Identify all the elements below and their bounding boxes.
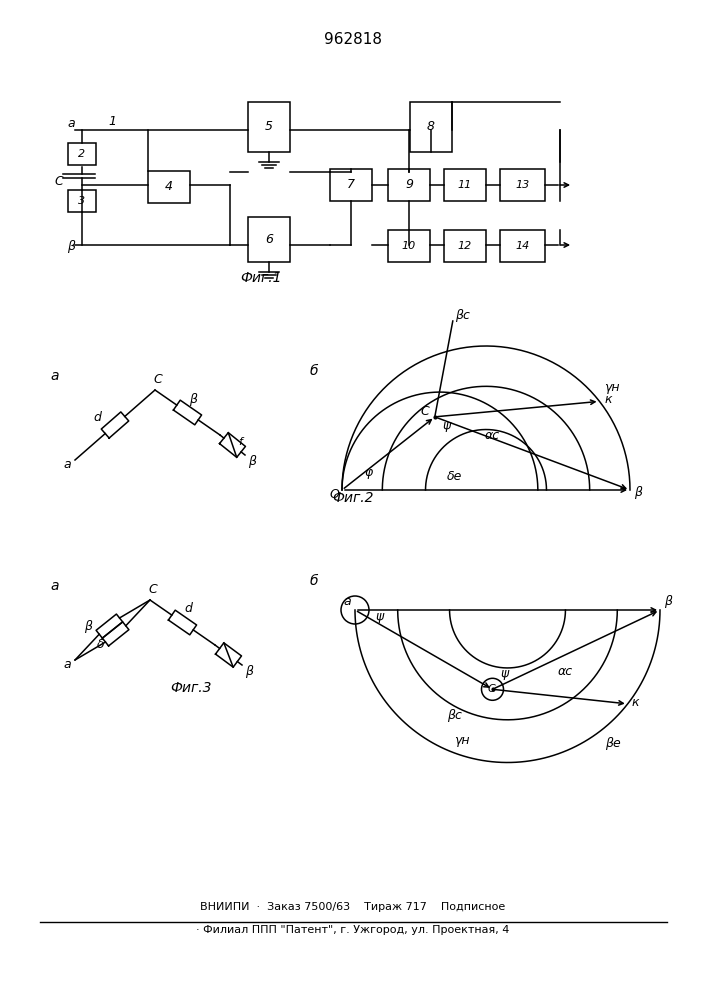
FancyBboxPatch shape <box>388 230 430 262</box>
FancyBboxPatch shape <box>248 217 290 262</box>
FancyBboxPatch shape <box>248 102 290 152</box>
Text: a: a <box>50 369 59 383</box>
Text: β: β <box>245 665 253 678</box>
Text: a: a <box>63 658 71 671</box>
Text: 13: 13 <box>515 180 530 190</box>
Text: Фиг.3: Фиг.3 <box>170 681 211 695</box>
FancyBboxPatch shape <box>500 230 545 262</box>
Text: β: β <box>248 455 256 468</box>
Text: к: к <box>631 696 639 709</box>
Text: a: a <box>63 458 71 471</box>
Text: Фиг.1: Фиг.1 <box>240 271 281 285</box>
Text: γн: γн <box>604 381 620 394</box>
Text: б: б <box>310 574 318 588</box>
FancyBboxPatch shape <box>500 169 545 201</box>
Text: C: C <box>148 583 157 596</box>
Text: a: a <box>343 595 351 608</box>
Text: C: C <box>488 684 495 694</box>
Text: φ: φ <box>364 466 373 479</box>
FancyBboxPatch shape <box>68 143 96 165</box>
Text: β: β <box>189 392 197 406</box>
Text: 1: 1 <box>108 115 116 128</box>
Text: C: C <box>421 405 430 418</box>
FancyBboxPatch shape <box>444 169 486 201</box>
Text: 8: 8 <box>427 120 435 133</box>
Text: β: β <box>634 486 642 499</box>
Text: 12: 12 <box>458 241 472 251</box>
Text: ψ: ψ <box>375 610 383 623</box>
Text: 962818: 962818 <box>324 32 382 47</box>
Text: ψ: ψ <box>443 419 451 432</box>
Text: 9: 9 <box>405 178 413 192</box>
Text: 7: 7 <box>347 178 355 192</box>
Text: O: O <box>330 488 340 501</box>
Text: 2: 2 <box>78 149 86 159</box>
Text: d: d <box>185 602 192 615</box>
Text: 3: 3 <box>78 196 86 206</box>
FancyBboxPatch shape <box>68 190 96 212</box>
Text: 5: 5 <box>265 120 273 133</box>
FancyBboxPatch shape <box>444 230 486 262</box>
Text: γн: γн <box>454 734 469 747</box>
Text: β: β <box>84 620 92 633</box>
Text: C: C <box>54 175 63 188</box>
Text: C: C <box>153 373 162 386</box>
Text: βc: βc <box>448 709 462 722</box>
Text: · Филиал ППП "Патент", г. Ужгород, ул. Проектная, 4: · Филиал ППП "Патент", г. Ужгород, ул. П… <box>197 925 510 935</box>
Text: б: б <box>310 364 318 378</box>
Text: Фиг.2: Фиг.2 <box>332 491 373 505</box>
Text: δe: δe <box>447 470 462 483</box>
Text: β: β <box>67 240 75 253</box>
Text: 10: 10 <box>402 241 416 251</box>
FancyBboxPatch shape <box>410 102 452 152</box>
Text: 4: 4 <box>165 180 173 194</box>
FancyBboxPatch shape <box>148 171 190 203</box>
Text: βe: βe <box>605 738 621 750</box>
FancyBboxPatch shape <box>388 169 430 201</box>
Text: 11: 11 <box>458 180 472 190</box>
Text: a: a <box>67 117 75 130</box>
Text: к: к <box>604 393 612 406</box>
Text: αc: αc <box>485 429 500 442</box>
Text: αc: αc <box>558 665 573 678</box>
Text: βc: βc <box>455 309 469 322</box>
FancyBboxPatch shape <box>330 169 372 201</box>
Text: ψ: ψ <box>501 667 509 680</box>
Text: δ: δ <box>97 638 105 651</box>
Text: a: a <box>50 579 59 593</box>
Text: d: d <box>93 411 101 424</box>
Text: f: f <box>238 437 242 447</box>
Text: 14: 14 <box>515 241 530 251</box>
Text: β: β <box>664 595 672 608</box>
Text: ВНИИПИ  ·  Заказ 7500/63    Тираж 717    Подписное: ВНИИПИ · Заказ 7500/63 Тираж 717 Подписн… <box>200 902 506 912</box>
Text: 6: 6 <box>265 233 273 246</box>
